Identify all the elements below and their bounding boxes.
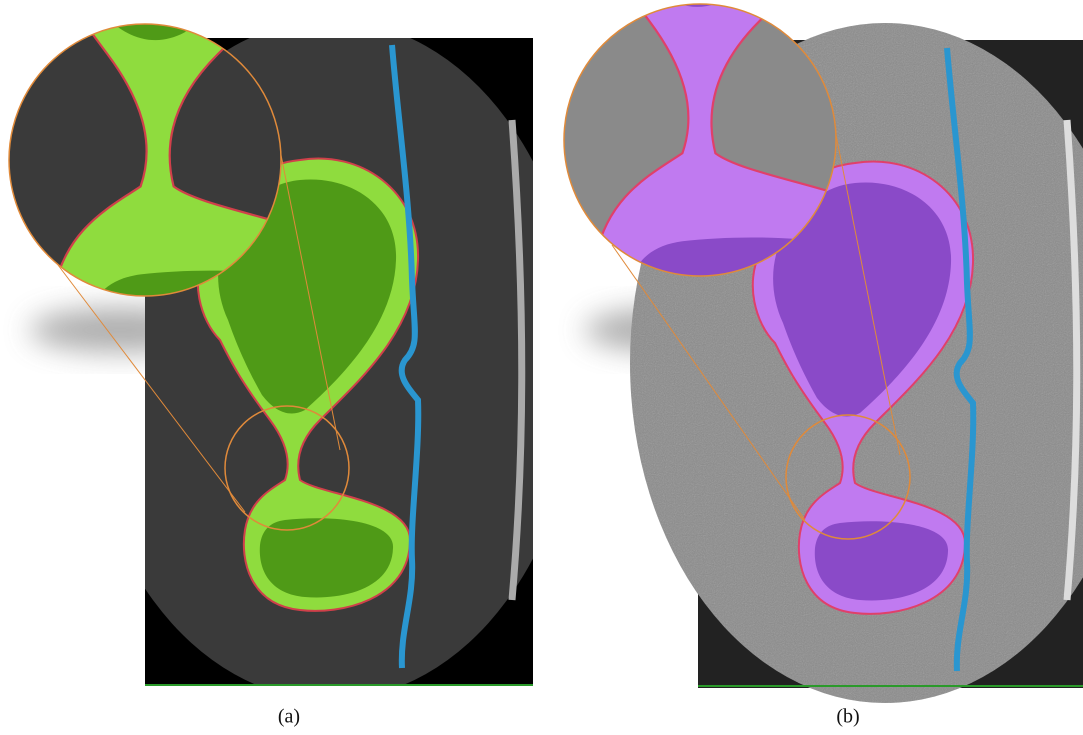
panel-a: (a) (0, 0, 580, 728)
figure: (a) (b) (0, 0, 1083, 735)
panel-b: (b) (491, 0, 1083, 728)
caption: (a) (278, 706, 300, 728)
caption: (b) (836, 706, 859, 728)
page: {"panels": [{"caption": "(a)"}, {"captio… (0, 0, 1083, 735)
